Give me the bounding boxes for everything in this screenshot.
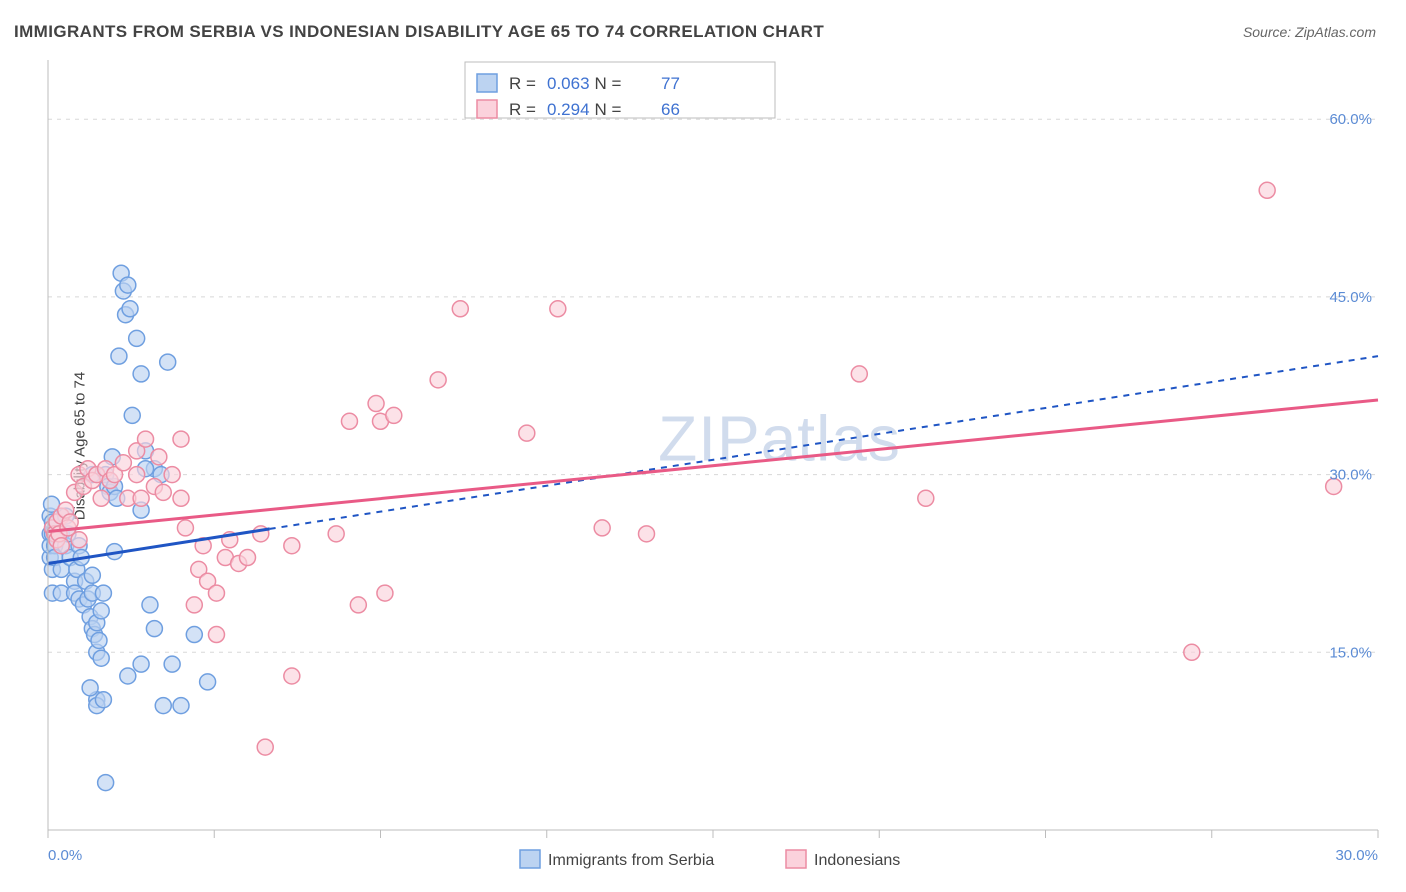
legend-stat-text: 0.063 [547, 74, 590, 93]
data-point-indonesian [284, 538, 300, 554]
data-point-indonesian [350, 597, 366, 613]
data-point-indonesian [452, 301, 468, 317]
legend-stat-text: N = [595, 100, 622, 119]
data-point-serbia [146, 621, 162, 637]
data-point-serbia [93, 603, 109, 619]
data-point-indonesian [386, 407, 402, 423]
data-point-serbia [142, 597, 158, 613]
data-point-serbia [133, 656, 149, 672]
data-point-serbia [155, 698, 171, 714]
legend-stat-text: R = [509, 100, 536, 119]
legend-label-indonesian: Indonesians [814, 852, 900, 869]
data-point-serbia [120, 668, 136, 684]
x-tick-label: 0.0% [48, 847, 82, 864]
data-point-indonesian [173, 431, 189, 447]
y-tick-label: 30.0% [1329, 467, 1372, 484]
data-point-indonesian [164, 467, 180, 483]
data-point-indonesian [151, 449, 167, 465]
data-point-indonesian [240, 550, 256, 566]
data-point-indonesian [377, 585, 393, 601]
data-point-indonesian [1184, 644, 1200, 660]
data-point-indonesian [851, 366, 867, 382]
data-point-serbia [93, 650, 109, 666]
data-point-indonesian [138, 431, 154, 447]
legend-swatch-indonesian [477, 100, 497, 118]
data-point-serbia [124, 407, 140, 423]
data-point-indonesian [430, 372, 446, 388]
data-point-serbia [95, 692, 111, 708]
data-point-serbia [186, 627, 202, 643]
data-point-indonesian [918, 490, 934, 506]
watermark: ZIPatlas [658, 402, 901, 474]
data-point-indonesian [519, 425, 535, 441]
data-point-serbia [91, 632, 107, 648]
legend-swatch-indonesian [786, 850, 806, 868]
data-point-indonesian [208, 627, 224, 643]
data-point-indonesian [71, 532, 87, 548]
data-point-indonesian [341, 413, 357, 429]
legend-label-serbia: Immigrants from Serbia [548, 852, 714, 869]
legend-stat-text: 0.294 [547, 100, 590, 119]
data-point-indonesian [639, 526, 655, 542]
y-tick-label: 15.0% [1329, 644, 1372, 661]
data-point-serbia [173, 698, 189, 714]
legend-swatch-serbia [520, 850, 540, 868]
data-point-serbia [160, 354, 176, 370]
data-point-indonesian [1259, 182, 1275, 198]
data-point-serbia [164, 656, 180, 672]
data-point-serbia [122, 301, 138, 317]
legend-stat-text: N = [595, 74, 622, 93]
legend-swatch-serbia [477, 74, 497, 92]
y-tick-label: 60.0% [1329, 111, 1372, 128]
data-point-serbia [98, 775, 114, 791]
data-point-indonesian [53, 538, 69, 554]
data-point-indonesian [133, 490, 149, 506]
legend-stat-text: R = [509, 74, 536, 93]
data-point-serbia [84, 567, 100, 583]
legend-stats: R = 0.063 N = 77 R = 0.294 N = 66 [465, 62, 775, 119]
data-point-indonesian [550, 301, 566, 317]
data-point-serbia [129, 330, 145, 346]
data-point-serbia [120, 277, 136, 293]
data-point-indonesian [177, 520, 193, 536]
data-point-indonesian [155, 484, 171, 500]
data-point-indonesian [93, 490, 109, 506]
data-point-indonesian [284, 668, 300, 684]
legend-stat-text: 66 [661, 100, 680, 119]
data-point-indonesian [594, 520, 610, 536]
data-point-indonesian [186, 597, 202, 613]
y-tick-label: 45.0% [1329, 289, 1372, 306]
legend-series: Immigrants from Serbia Indonesians [520, 850, 900, 869]
data-point-indonesian [257, 739, 273, 755]
data-point-indonesian [115, 455, 131, 471]
data-point-serbia [82, 680, 98, 696]
data-point-indonesian [328, 526, 344, 542]
data-point-serbia [111, 348, 127, 364]
x-tick-label: 30.0% [1335, 847, 1378, 864]
data-point-indonesian [129, 467, 145, 483]
data-point-indonesian [208, 585, 224, 601]
correlation-chart: ZIPatlas 0.0% 30.0% 15.0% 30.0% 45.0% 60.0% R =… [0, 0, 1406, 892]
data-point-serbia [200, 674, 216, 690]
data-point-indonesian [368, 396, 384, 412]
data-point-serbia [95, 585, 111, 601]
data-point-serbia [133, 366, 149, 382]
legend-stat-text: 77 [661, 74, 680, 93]
data-point-indonesian [173, 490, 189, 506]
